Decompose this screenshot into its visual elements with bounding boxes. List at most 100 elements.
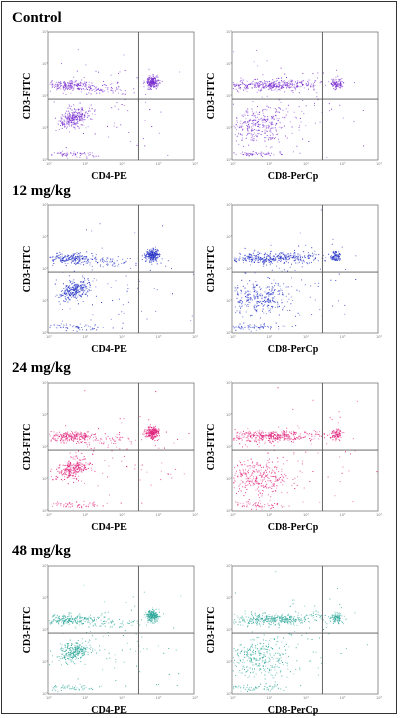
event-dot <box>61 294 62 295</box>
event-dot <box>285 257 286 258</box>
event-dot <box>288 438 289 439</box>
event-dot <box>82 255 83 256</box>
event-dot <box>268 436 269 437</box>
event-dot <box>288 434 289 435</box>
event-dot <box>78 109 79 110</box>
event-dot <box>252 473 253 474</box>
event-dot <box>271 306 272 307</box>
event-dot <box>157 254 158 255</box>
event-dot <box>147 81 148 82</box>
event-dot <box>236 120 237 121</box>
event-dot <box>233 88 234 89</box>
event-dot <box>270 300 271 301</box>
event-dot <box>249 155 250 156</box>
event-dot <box>92 113 93 114</box>
event-dot <box>118 264 119 265</box>
event-dot <box>72 82 73 83</box>
event-dot <box>259 442 260 443</box>
event-dot <box>309 433 310 434</box>
event-dot <box>247 87 248 88</box>
event-dot <box>286 255 287 256</box>
event-dot <box>253 436 254 437</box>
event-dot <box>237 476 238 477</box>
event-dot <box>312 253 313 254</box>
y-tick-label: 10¹ <box>226 126 232 130</box>
event-dot <box>107 89 108 90</box>
event-dot <box>69 467 70 468</box>
event-dot <box>111 287 112 288</box>
event-dot <box>246 481 247 482</box>
event-dot <box>262 82 263 83</box>
event-dot <box>85 64 86 65</box>
event-dot <box>238 326 239 327</box>
event-dot <box>102 85 103 86</box>
event-dot <box>289 310 290 311</box>
event-dot <box>271 86 272 87</box>
event-dot <box>261 432 262 433</box>
event-dot <box>79 470 80 471</box>
event-dot <box>341 83 342 84</box>
event-dot <box>102 443 103 444</box>
event-dot <box>142 465 143 466</box>
event-dot <box>83 281 84 282</box>
event-dot <box>249 329 250 330</box>
event-dot <box>105 87 106 88</box>
event-dot <box>81 124 82 125</box>
event-dot <box>260 465 261 466</box>
event-dot <box>75 124 76 125</box>
event-dot <box>291 257 292 258</box>
event-dot <box>255 120 256 121</box>
event-dot <box>235 261 236 262</box>
event-dot <box>146 472 147 473</box>
event-dot <box>338 251 339 252</box>
event-dot <box>240 300 241 301</box>
event-dot <box>69 440 70 441</box>
event-dot <box>287 271 288 272</box>
event-dot <box>270 328 271 329</box>
event-dot <box>248 440 249 441</box>
event-dot <box>150 255 151 256</box>
event-dot <box>241 291 242 292</box>
event-dot <box>268 435 269 436</box>
event-dot <box>80 287 81 288</box>
event-dot <box>63 295 64 296</box>
event-dot <box>266 472 267 473</box>
event-dot <box>60 256 61 257</box>
event-dot <box>103 327 104 328</box>
event-dot <box>299 106 300 107</box>
event-dot <box>263 120 264 121</box>
event-dot <box>86 88 87 89</box>
event-dot <box>80 436 81 437</box>
event-dot <box>271 118 272 119</box>
event-dot <box>78 471 79 472</box>
event-dot <box>81 290 82 291</box>
event-dot <box>342 81 343 82</box>
event-dot <box>54 436 55 437</box>
event-dot <box>85 84 86 85</box>
event-dot <box>250 481 251 482</box>
event-dot <box>58 467 59 468</box>
event-dot <box>62 156 63 157</box>
event-dot <box>246 489 247 490</box>
event-dot <box>114 441 115 442</box>
event-dot <box>74 289 75 290</box>
event-dot <box>83 435 84 436</box>
event-dot <box>57 256 58 257</box>
event-dot <box>115 106 116 107</box>
event-dot <box>269 89 270 90</box>
event-dot <box>86 156 87 157</box>
event-dot <box>70 463 71 464</box>
event-dot <box>97 327 98 328</box>
event-dot <box>259 437 260 438</box>
event-dot <box>64 293 65 294</box>
event-dot <box>292 300 293 301</box>
event-dot <box>56 82 57 83</box>
event-dot <box>277 438 278 439</box>
event-dot <box>276 436 277 437</box>
event-dot <box>261 84 262 85</box>
event-dot <box>264 116 265 117</box>
event-dot <box>249 127 250 128</box>
event-dot <box>70 86 71 87</box>
event-dot <box>253 434 254 435</box>
event-dot <box>56 503 57 504</box>
